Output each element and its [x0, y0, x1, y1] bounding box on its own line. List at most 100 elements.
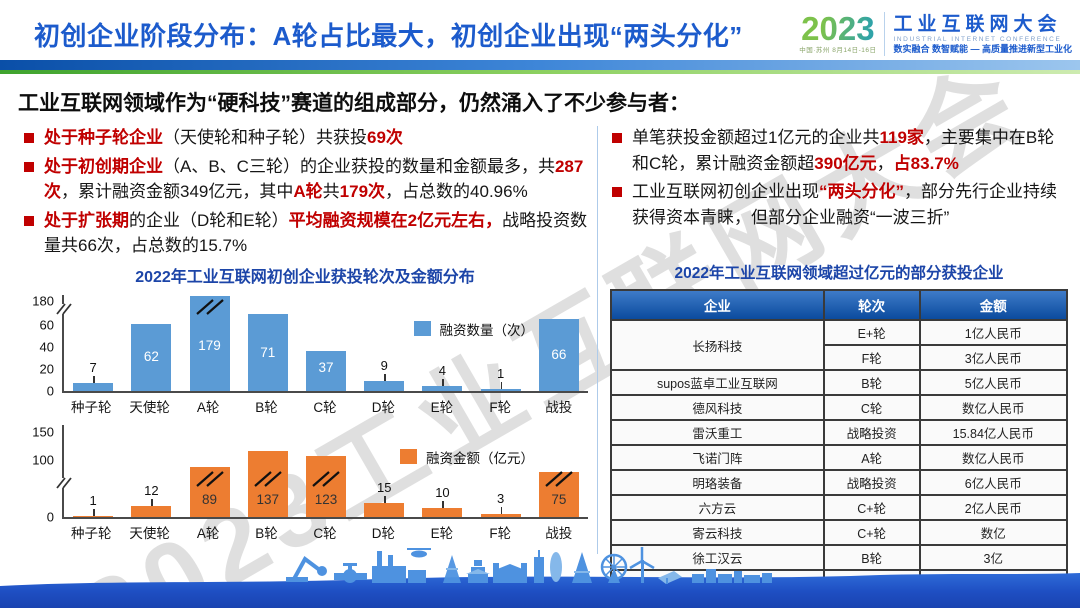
left-column: 处于种子轮企业（天使轮和种子轮）共获投69次处于初创期企业（A、B、C三轮）的企… [22, 125, 588, 596]
label-leader-line [500, 382, 503, 390]
x-category-label: D轮 [371, 399, 396, 415]
header-band-blue [0, 60, 1080, 70]
main-content: 处于种子轮企业（天使轮和种子轮）共获投69次处于初创期企业（A、B、C三轮）的企… [0, 125, 1080, 596]
legend-label: 融资数量（次） [439, 322, 535, 338]
bar-C轮: 37 [303, 295, 349, 391]
table-row: 德风科技 C轮 数亿人民币 [610, 394, 1069, 421]
logo-divider [884, 12, 886, 56]
bar-value-label: 123 [314, 491, 338, 507]
bar-rect [480, 513, 521, 517]
chart2-category-axis: 种子轮 天使轮 A轮 B轮 C轮 D轮 E轮 F轮 战投 [62, 519, 588, 542]
y-tick-label: 150 [32, 424, 54, 439]
amount-cell: 数亿人民币 [918, 394, 1069, 421]
round-cell: A轮 [822, 444, 921, 471]
bar-A轮: 179 [187, 295, 233, 391]
right-column: 单笔获投金额超过1亿元的企业共119家，主要集中在B轮和C轮，累计融资金额超39… [588, 125, 1069, 596]
company-cell: 六方云 [610, 494, 825, 521]
column-divider [597, 126, 598, 554]
round-cell: C轮 [822, 394, 921, 421]
logo-tagline: 数实融合 数智赋能 — 高质量推进新型工业化 [893, 43, 1072, 54]
chart1-legend: 融资数量（次） [413, 319, 535, 339]
bar-value-label: 1 [497, 366, 505, 382]
bar-E轮: 10 [419, 425, 465, 517]
y-tick-label: 180 [32, 293, 54, 308]
bar-F轮: 1 [478, 295, 524, 391]
bullet-item-right: 工业互联网初创企业出现“两头分化”，部分先行企业持续获得资本青睐，但部分企业融资… [610, 179, 1068, 230]
round-cell: C+轮 [822, 494, 921, 521]
label-leader-line [442, 379, 444, 387]
bar-value-label: 66 [551, 347, 567, 362]
x-category-label: F轮 [489, 399, 512, 415]
chart1-plot-area: 7 62 179 71 37 9 4 1 66 [55, 294, 588, 393]
bullet-square-icon [24, 133, 34, 143]
table-row: supos蓝卓工业互联网 B轮 5亿人民币 [610, 369, 1069, 396]
amount-cell: 6亿人民币 [918, 469, 1069, 496]
bar-天使轮: 12 [128, 425, 174, 517]
bar-value-label: 12 [144, 482, 159, 498]
y-tick-label: 40 [39, 339, 54, 354]
bar-rect [305, 455, 346, 517]
bar-value-label: 89 [202, 491, 218, 507]
bar-value-label: 37 [318, 359, 334, 375]
bar-value-label: 15 [376, 480, 392, 495]
chart2-legend: 融资金额（亿元） [400, 447, 534, 467]
label-leader-line [500, 506, 503, 514]
table-row: 明珞装备 战略投资 6亿人民币 [610, 469, 1069, 496]
bullet-item-left: 处于初创期企业（A、B、C三轮）的企业获投的数量和金额最多，共287次，累计融资… [22, 154, 588, 205]
bar-value-label: 7 [89, 359, 97, 375]
y-tick-label: 0 [46, 383, 54, 398]
bar-break-icon [300, 470, 352, 487]
bar-B轮: 71 [245, 295, 291, 391]
bar-rect [247, 313, 288, 391]
y-tick-label: 0 [46, 509, 54, 524]
bar-rect [131, 323, 172, 391]
bar-rect [422, 386, 463, 391]
page-title: 初创企业阶段分布：A轮占比最大，初创企业出现“两头分化” [34, 21, 743, 51]
x-category-label: 战投 [545, 525, 573, 541]
bullet-square-icon [612, 133, 622, 143]
round-cell: C+轮 [822, 519, 921, 546]
chart-title: 2022年工业互联网初创企业获投轮次及金额分布 [135, 268, 475, 286]
label-leader-line [384, 496, 386, 503]
company-cell: 和隆优化 [610, 569, 825, 596]
bullet-square-icon [24, 161, 34, 172]
y-tick-label: 100 [32, 452, 54, 467]
x-category-label: 种子轮 [70, 525, 112, 541]
round-cell: F轮 [822, 344, 921, 371]
funding-amount-chart: 0 100 150 1 12 89 137 123 15 10 3 75 种子轮 天使轮 A轮 B轮 C轮 D… [22, 424, 588, 542]
bar-E轮: 4 [419, 295, 465, 391]
amount-cell: 3亿 [918, 544, 1069, 571]
x-category-label: 天使轮 [129, 399, 170, 415]
bar-value-label: 10 [435, 484, 450, 500]
round-cell: 战略投资 [822, 469, 921, 496]
x-category-label: F轮 [489, 525, 512, 541]
bar-D轮: 15 [361, 425, 407, 517]
x-category-label: C轮 [313, 525, 337, 541]
amount-cell: 3亿人民币 [918, 344, 1069, 371]
right-bullet-list: 单笔获投金额超过1亿元的企业共119家，主要集中在B轮和C轮，累计融资金额超39… [610, 125, 1068, 253]
bar-rect [305, 350, 346, 391]
funding-count-chart: 0 20 40 60 180 7 62 179 71 37 9 4 1 66 种子轮 天使轮 A轮 B轮 C轮 D… [22, 293, 588, 416]
bullet-square-icon [24, 215, 34, 226]
amount-cell: 2亿人民币 [918, 494, 1069, 521]
bar-break-icon [533, 470, 585, 487]
logo-year: 2023 [801, 10, 875, 47]
x-category-label: 天使轮 [129, 525, 170, 541]
table-row: 长扬科技 E+轮 1亿人民币 [610, 319, 1069, 371]
bullet-item-left: 处于种子轮企业（天使轮和种子轮）共获投69次 [22, 125, 588, 151]
legend-swatch-blue [413, 321, 431, 336]
bar-天使轮: 62 [128, 295, 174, 391]
x-category-label: A轮 [196, 399, 220, 415]
bar-value-label: 179 [198, 337, 221, 353]
x-category-label: 战投 [545, 399, 573, 415]
logo-name: 工业互联网大会 [893, 13, 1062, 35]
bullet-square-icon [612, 187, 622, 197]
axis-break-icon [55, 476, 73, 489]
bar-break-icon [184, 470, 236, 487]
chart1-yaxis: 0 20 40 60 180 [22, 293, 62, 398]
bar-break-icon [242, 470, 294, 487]
bar-value-label: 3 [497, 490, 505, 506]
amount-cell: 15.84亿人民币 [918, 419, 1069, 446]
company-cell: 飞诺门阵 [610, 444, 825, 471]
